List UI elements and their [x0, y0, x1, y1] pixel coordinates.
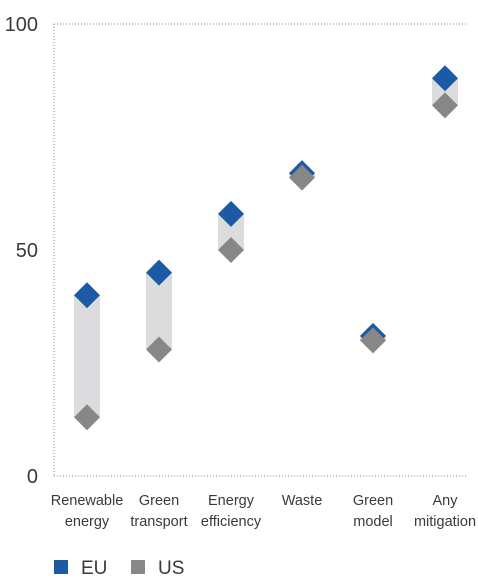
y-tick-label: 50	[16, 240, 38, 262]
x-category-label: Renewable	[51, 493, 124, 509]
y-tick-label: 100	[5, 14, 38, 36]
x-category-label: Waste	[282, 493, 323, 509]
us-point	[360, 327, 386, 353]
x-category-label: transport	[130, 514, 187, 530]
legend-label: US	[158, 558, 184, 579]
x-category-label: Energy	[208, 493, 255, 509]
legend-swatch	[131, 560, 145, 574]
range-bar	[74, 295, 100, 417]
x-category-label: model	[353, 514, 393, 530]
x-category-label: mitigation	[414, 514, 476, 530]
legend-swatch	[54, 560, 68, 574]
legend-label: EU	[81, 558, 107, 579]
y-tick-label: 0	[27, 466, 38, 488]
x-category-label: Green	[139, 493, 179, 509]
x-category-label: energy	[65, 514, 110, 530]
x-category-label: Green	[353, 493, 393, 509]
x-category-label: Any	[433, 493, 459, 509]
x-category-label: efficiency	[201, 514, 262, 530]
us-point	[289, 165, 315, 191]
